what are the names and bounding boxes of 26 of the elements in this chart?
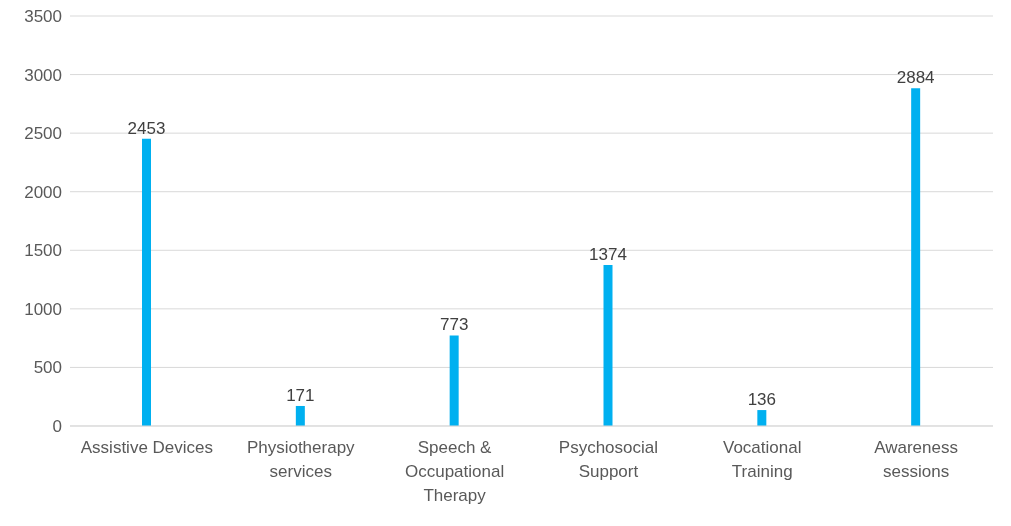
x-tick-label: Awareness sessions [874,438,958,481]
y-tick-label: 500 [33,358,62,378]
x-tick-label: Physiotherapy services [246,438,356,481]
y-tick-label: 2000 [24,182,62,202]
x-tick-label: Vocational Training [723,438,802,481]
y-tick-label: 1500 [24,241,62,261]
bar [603,265,613,426]
y-tick-label: 3000 [24,65,62,85]
x-tick-label: Psychosocial Support [558,438,659,481]
bar [295,405,305,426]
data-label: 1374 [589,245,627,265]
bar [757,410,767,426]
data-label: 2453 [127,118,166,138]
x-tick-label: Speech & Occupational Therapy [404,438,505,505]
x-tick-label: Assistive Devices [80,438,214,457]
y-tick-label: 0 [52,417,62,437]
y-tick-label: 2500 [24,124,62,144]
data-label: 136 [747,390,777,410]
y-tick-label: 1000 [24,299,62,319]
data-label: 2884 [896,68,935,88]
bar [142,138,151,426]
data-label: 773 [439,315,469,335]
bar [449,335,459,426]
data-label: 171 [286,385,315,405]
bar [911,88,921,426]
y-tick-label: 3500 [24,7,62,27]
